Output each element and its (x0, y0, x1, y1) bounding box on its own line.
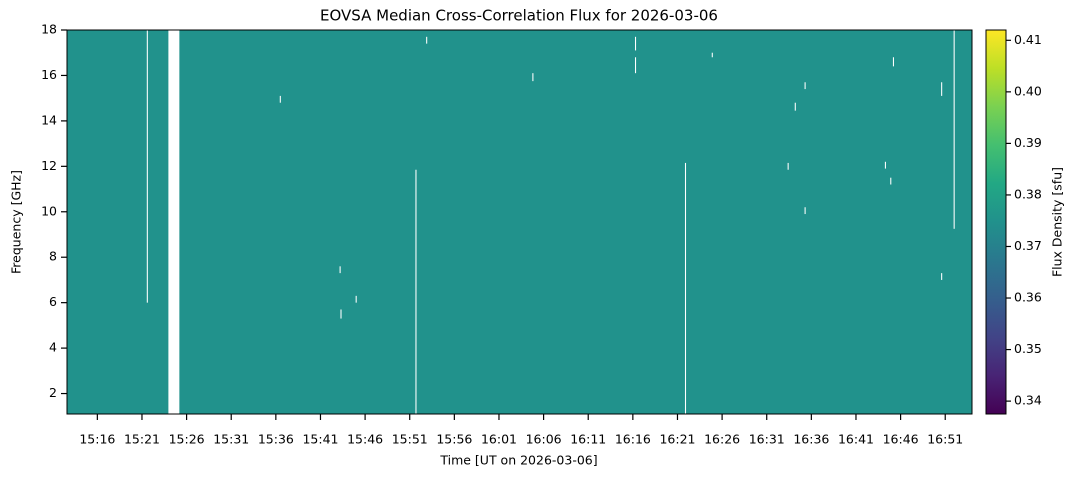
colorbar-tick-label: 0.34 (1014, 393, 1042, 408)
x-tick-label: 16:06 (526, 432, 562, 447)
x-tick-label: 15:31 (213, 432, 249, 447)
y-tick-label: 8 (49, 249, 57, 264)
data-gap (532, 73, 534, 82)
data-gap (941, 82, 943, 96)
colorbar-tick-label: 0.41 (1014, 32, 1042, 47)
x-tick-label: 16:46 (883, 432, 919, 447)
x-tick-label: 16:31 (749, 432, 785, 447)
x-tick-label: 15:51 (392, 432, 428, 447)
x-tick-label: 15:56 (436, 432, 472, 447)
data-gap (634, 57, 637, 74)
x-tick-label: 15:16 (79, 432, 115, 447)
y-tick-label: 12 (41, 158, 57, 173)
y-tick-label: 14 (41, 112, 57, 127)
x-tick-label: 16:36 (793, 432, 829, 447)
data-gap (146, 30, 148, 303)
y-axis-label: Frequency [GHz] (9, 170, 24, 274)
data-gap (426, 36, 428, 44)
colorbar-tick-label: 0.35 (1014, 341, 1042, 356)
colorbar-tick-label: 0.37 (1014, 238, 1042, 253)
y-tick-label: 18 (41, 22, 57, 37)
data-gap (634, 36, 637, 51)
x-tick-label: 15:46 (347, 432, 383, 447)
data-gap (794, 102, 796, 111)
data-gap (890, 177, 892, 185)
data-gap (787, 162, 789, 170)
y-tick-label: 2 (49, 385, 57, 400)
x-tick-label: 16:51 (927, 432, 963, 447)
x-tick-label: 16:41 (838, 432, 874, 447)
y-tick-label: 6 (49, 294, 57, 309)
data-gap (892, 57, 894, 67)
data-gap (340, 309, 342, 319)
data-gap (279, 95, 281, 103)
data-gap (339, 266, 341, 274)
y-tick-label: 16 (41, 67, 57, 82)
data-gap (355, 295, 357, 303)
x-tick-label: 16:26 (704, 432, 740, 447)
x-tick-label: 15:41 (302, 432, 338, 447)
x-tick-label: 15:36 (258, 432, 294, 447)
colorbar-label: Flux Density [sfu] (1050, 167, 1065, 277)
x-axis-label: Time [UT on 2026-03-06] (439, 453, 597, 468)
data-gap (684, 162, 687, 414)
colorbar (985, 29, 1007, 415)
data-gap (804, 207, 806, 215)
colorbar-tick-label: 0.40 (1014, 83, 1042, 98)
chart-title: EOVSA Median Cross-Correlation Flux for … (320, 7, 718, 25)
data-gap (168, 30, 180, 414)
y-tick-label: 4 (49, 340, 57, 355)
x-tick-label: 16:01 (481, 432, 517, 447)
data-gap (884, 161, 886, 169)
colorbar-tick-label: 0.36 (1014, 290, 1042, 305)
plot-frame (66, 29, 973, 415)
colorbar-tick-label: 0.39 (1014, 135, 1042, 150)
heatmap-field (67, 30, 972, 414)
x-tick-label: 16:11 (570, 432, 606, 447)
data-gap (804, 82, 806, 90)
x-tick-label: 15:21 (124, 432, 160, 447)
data-gap (711, 52, 713, 58)
data-gap (415, 169, 417, 414)
data-gap (941, 273, 943, 280)
data-gap (953, 30, 955, 229)
x-tick-label: 16:21 (659, 432, 695, 447)
colorbar-tick-label: 0.38 (1014, 186, 1042, 201)
y-tick-label: 10 (41, 203, 57, 218)
x-tick-label: 16:16 (615, 432, 651, 447)
x-tick-label: 15:26 (169, 432, 205, 447)
